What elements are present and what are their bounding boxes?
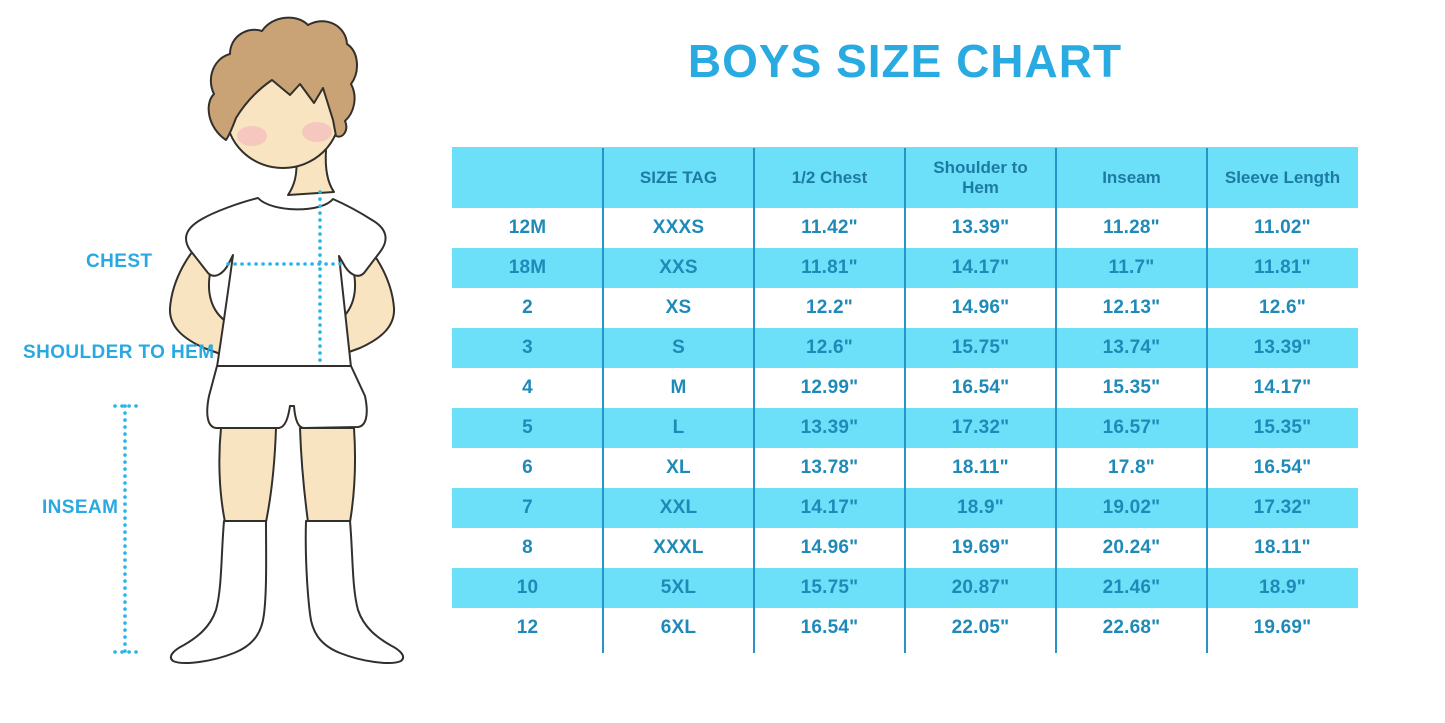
- size-cell: XL: [666, 457, 691, 478]
- right-sock-shape: [304, 520, 405, 664]
- header-cell: 1/2 Chest: [791, 167, 868, 187]
- size-cell: 16.57": [1102, 417, 1161, 438]
- header-cell: Shoulder to Hem: [933, 157, 1028, 197]
- size-cell: 10: [516, 577, 539, 598]
- size-cell: 19.69": [951, 537, 1010, 558]
- size-cell: 22.05": [951, 617, 1010, 638]
- size-cell: 13.74": [1102, 337, 1161, 358]
- size-cell: 14.17": [951, 257, 1010, 278]
- size-cell: 16.54": [951, 377, 1010, 398]
- size-cell: 11.02": [1254, 217, 1311, 238]
- size-cell: 22.68": [1102, 617, 1161, 638]
- size-cell: 17.32": [951, 417, 1010, 438]
- column-divider: [1055, 148, 1057, 653]
- size-cell: XXS: [659, 257, 698, 278]
- size-cell: 11.7": [1108, 257, 1155, 278]
- size-cell: 21.46": [1102, 577, 1161, 598]
- size-cell: 20.87": [951, 577, 1010, 598]
- size-cell: 17.8": [1108, 457, 1155, 478]
- size-cell: 15.35": [1102, 377, 1161, 398]
- size-cell: 3: [522, 337, 533, 358]
- column-divider: [1206, 148, 1208, 653]
- size-cell: 15.35": [1253, 417, 1312, 438]
- size-cell: 20.24": [1102, 537, 1161, 558]
- size-cell: 18.9": [957, 497, 1004, 518]
- left-cheek: [237, 126, 267, 146]
- left-leg-shape: [218, 427, 277, 523]
- measurement-illustration: CHEST SHOULDER TO HEM INSEAM: [0, 0, 450, 723]
- size-cell: 12.2": [806, 297, 853, 318]
- size-cell: 19.69": [1253, 617, 1312, 638]
- size-cell: M: [670, 377, 687, 398]
- size-cell: 6: [522, 457, 533, 478]
- size-cell: XS: [665, 297, 692, 318]
- right-cheek: [302, 122, 332, 142]
- inseam-label: INSEAM: [42, 497, 119, 518]
- right-leg-shape: [299, 427, 356, 523]
- column-divider: [904, 148, 906, 653]
- size-cell: 12.6": [806, 337, 853, 358]
- header-cell: [452, 147, 603, 208]
- size-cell: 8: [522, 537, 533, 558]
- size-cell: 18.9": [1259, 577, 1306, 598]
- header-cell: Inseam: [1102, 167, 1161, 187]
- size-cell: 19.02": [1102, 497, 1161, 518]
- size-cell: 12.13": [1102, 297, 1161, 318]
- header-cell: SIZE TAG: [639, 167, 718, 187]
- size-cell: 11.28": [1103, 217, 1160, 238]
- size-cell: 5XL: [660, 577, 697, 598]
- size-cell: XXL: [659, 497, 698, 518]
- left-sock-shape: [169, 520, 268, 664]
- size-cell: 12: [516, 617, 539, 638]
- header-cell: Sleeve Length: [1224, 167, 1341, 187]
- boy-illustration: [113, 16, 405, 664]
- left-arm-shape: [168, 232, 235, 357]
- size-cell: 13.39": [800, 417, 859, 438]
- size-cell: 12.99": [800, 377, 859, 398]
- size-cell: 18.11": [952, 457, 1009, 478]
- size-cell: 15.75": [800, 577, 859, 598]
- shorts-shape: [206, 365, 368, 429]
- size-cell: 12M: [508, 217, 547, 238]
- page-title: BOYS SIZE CHART: [687, 35, 1123, 87]
- size-cell: 5: [522, 417, 533, 438]
- size-cell: S: [672, 337, 685, 358]
- size-cell: 17.32": [1253, 497, 1312, 518]
- size-cell: 11.42": [801, 217, 858, 238]
- size-cell: 2: [522, 297, 533, 318]
- size-cell: 13.39": [951, 217, 1010, 238]
- column-divider: [602, 148, 604, 653]
- size-cell: 11.81": [801, 257, 858, 278]
- size-cell: 18M: [508, 257, 547, 278]
- size-cell: 6XL: [660, 617, 697, 638]
- size-cell: 14.96": [800, 537, 859, 558]
- size-cell: 16.54": [800, 617, 859, 638]
- size-cell: 7: [522, 497, 533, 518]
- size-cell: 4: [522, 377, 533, 398]
- size-cell: 16.54": [1253, 457, 1312, 478]
- size-cell: 15.75": [951, 337, 1010, 358]
- size-cell: 12.6": [1259, 297, 1306, 318]
- shoulder-to-hem-label: SHOULDER TO HEM: [23, 342, 215, 363]
- chest-label: CHEST: [86, 251, 153, 272]
- size-cell: 14.17": [1253, 377, 1312, 398]
- size-cell: 14.17": [800, 497, 859, 518]
- size-cell: 13.39": [1253, 337, 1312, 358]
- size-cell: 13.78": [800, 457, 859, 478]
- size-cell: 11.81": [1254, 257, 1311, 278]
- size-cell: 18.11": [1254, 537, 1311, 558]
- size-cell: L: [672, 417, 685, 438]
- hair-shape: [207, 16, 358, 141]
- tshirt-shape: [185, 197, 387, 368]
- size-table: SIZE TAG 1/2 Chest Shoulder to Hem Inseam Sl…: [452, 147, 1358, 653]
- size-cell: XXXL: [653, 537, 704, 558]
- column-divider: [753, 148, 755, 653]
- size-cell: 14.96": [951, 297, 1010, 318]
- size-cell: XXXS: [652, 217, 705, 238]
